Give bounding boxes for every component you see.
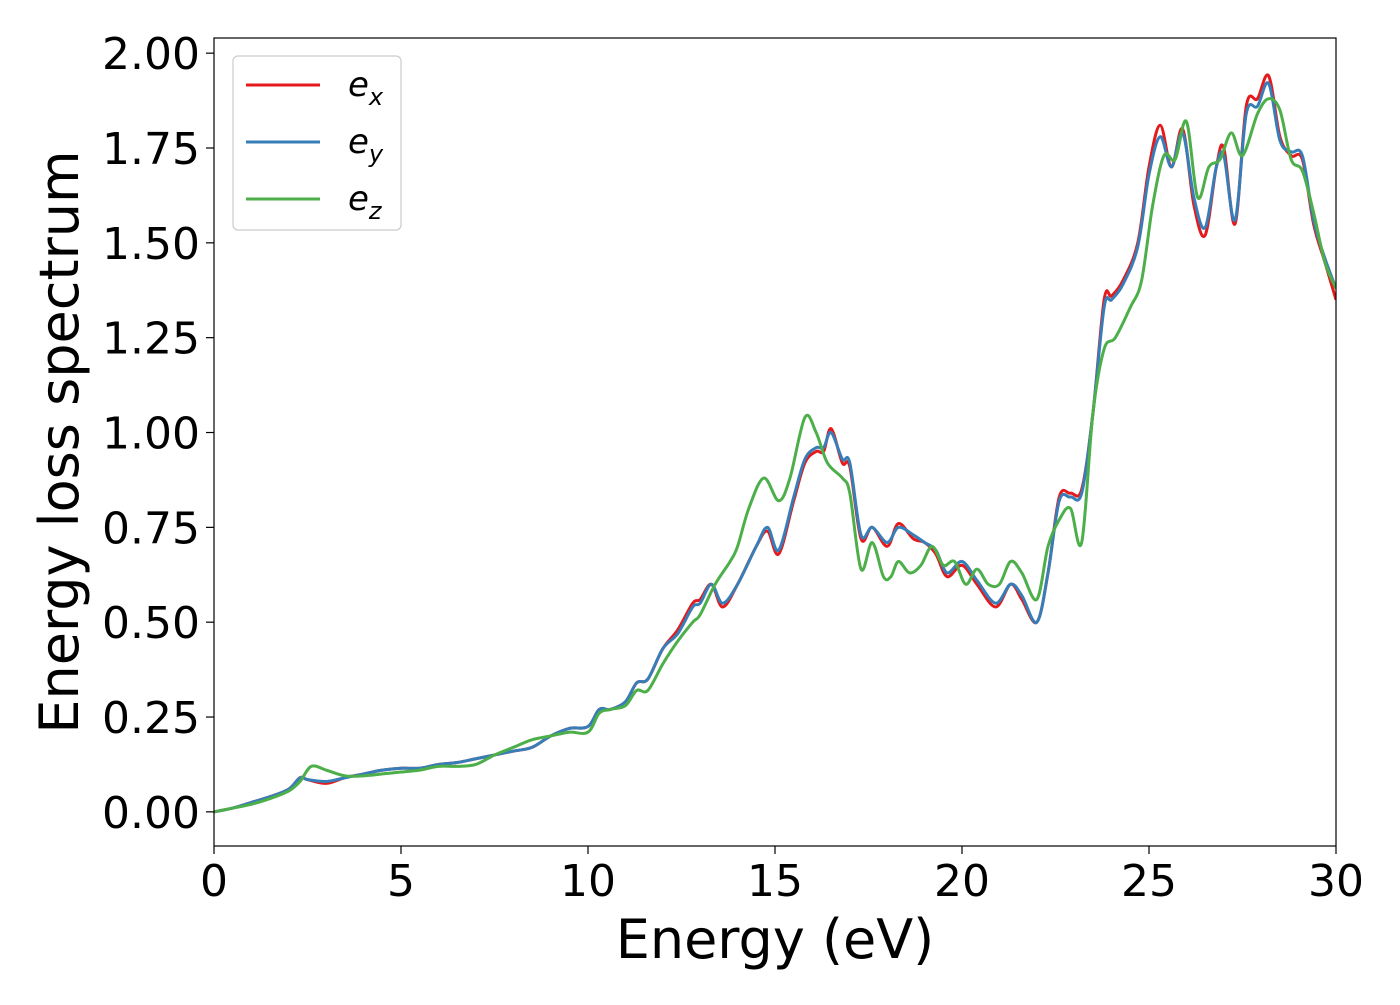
series-layer (214, 73, 1336, 814)
series-line-z (214, 97, 1336, 814)
y-tick-label: 0.00 (102, 788, 200, 839)
x-tick-label: 20 (934, 856, 990, 907)
y-axis: 0.00 0.25 0.50 0.75 1.00 1.25 1.50 1.75 2.00 (102, 29, 214, 839)
y-tick-label: 1.50 (102, 219, 200, 270)
y-tick-label: 2.00 (102, 29, 200, 80)
x-tick-label: 25 (1121, 856, 1177, 907)
y-tick-label: 1.00 (102, 409, 200, 460)
x-axis-label: Energy (eV) (616, 908, 935, 971)
x-tick-label: 10 (560, 856, 616, 907)
legend-label-x: ex (348, 65, 384, 111)
y-tick-label: 0.25 (102, 693, 200, 744)
series-line-y (214, 81, 1336, 814)
x-axis: 0 5 10 15 20 25 30 (200, 846, 1364, 907)
legend: ex ey ez (232, 55, 402, 231)
y-axis-label: Energy loss spectrum (28, 150, 91, 733)
x-tick-label: 30 (1308, 856, 1364, 907)
y-tick-label: 0.75 (102, 503, 200, 554)
legend-label-z: ez (348, 179, 383, 225)
x-tick-label: 0 (200, 856, 228, 907)
x-tick-label: 5 (387, 856, 415, 907)
y-tick-label: 0.50 (102, 598, 200, 649)
y-tick-label: 1.75 (102, 124, 200, 175)
legend-label-y: ey (348, 122, 384, 168)
y-tick-label: 1.25 (102, 314, 200, 365)
x-tick-label: 15 (747, 856, 803, 907)
